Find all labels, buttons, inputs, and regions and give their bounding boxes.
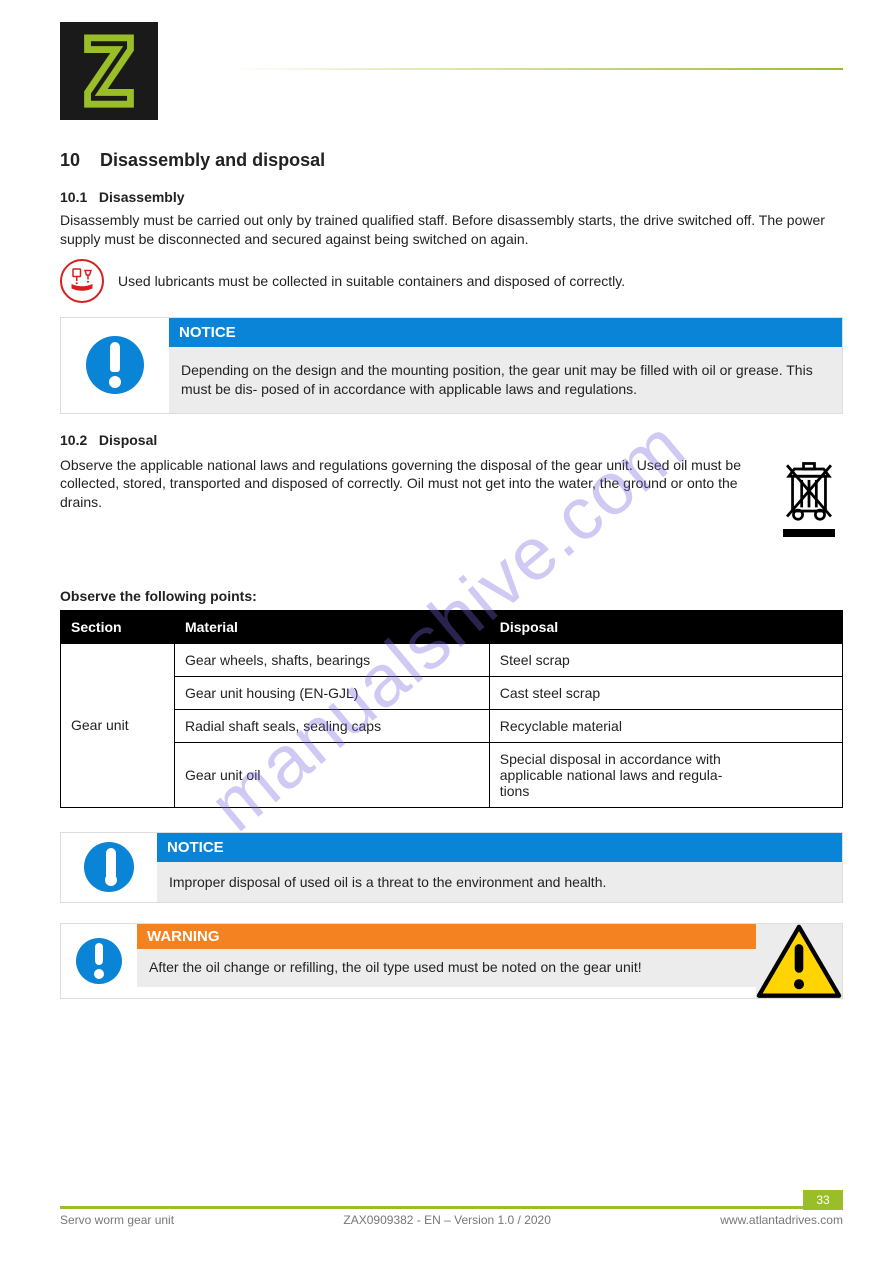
header-divider bbox=[228, 68, 843, 70]
subsection-heading: 10.2 Disposal bbox=[60, 432, 843, 448]
paragraph: Disassembly must be carried out only by … bbox=[60, 211, 843, 249]
callout-body: Improper disposal of used oil is a threa… bbox=[157, 862, 842, 902]
table-cell: Gear unit housing (EN-GJL) bbox=[174, 676, 489, 709]
section-heading: 10 Disassembly and disposal bbox=[60, 150, 843, 171]
table-intro: Observe the following points: bbox=[60, 588, 843, 604]
z-icon bbox=[78, 32, 140, 110]
subsection-heading: 10.1 Disassembly bbox=[60, 189, 843, 205]
table-cell: Gear wheels, shafts, bearings bbox=[174, 643, 489, 676]
section-number: 10 bbox=[60, 150, 80, 170]
table-cell: Cast steel scrap bbox=[489, 676, 842, 709]
weee-icon bbox=[781, 458, 837, 537]
info-icon bbox=[84, 842, 134, 892]
warning-callout: WARNING After the oil change or refillin… bbox=[60, 923, 843, 1000]
table-row: Gear unit housing (EN-GJL) Cast steel sc… bbox=[61, 676, 843, 709]
callout-body: After the oil change or refilling, the o… bbox=[137, 949, 756, 987]
table-cell: Recyclable material bbox=[489, 709, 842, 742]
subsection-number: 10.2 bbox=[60, 432, 87, 448]
table-row: Gear unit Gear wheels, shafts, bearings … bbox=[61, 643, 843, 676]
corrosive-note: Used lubricants must be collected in sui… bbox=[60, 259, 843, 303]
footer-right: www.atlantadrives.com bbox=[720, 1213, 843, 1227]
callout-head: NOTICE bbox=[169, 318, 842, 347]
table-cell: Gear unit bbox=[61, 643, 175, 807]
callout-icon-cell bbox=[61, 833, 157, 902]
callout-head: NOTICE bbox=[157, 833, 842, 862]
table-row: Gear unit oil Special disposal in accord… bbox=[61, 742, 843, 807]
page-footer: 33 Servo worm gear unit ZAX0909382 - EN … bbox=[60, 1206, 843, 1227]
paragraph: Observe the applicable national laws and… bbox=[60, 456, 843, 513]
table-header: Section bbox=[61, 610, 175, 643]
table-cell: Steel scrap bbox=[489, 643, 842, 676]
table-cell: Gear unit oil bbox=[174, 742, 489, 807]
subsection-number: 10.1 bbox=[60, 189, 87, 205]
warning-triangle-icon bbox=[756, 924, 842, 999]
subsection-title: Disposal bbox=[99, 432, 157, 448]
table-cell: Radial shaft seals, sealing caps bbox=[174, 709, 489, 742]
footer-center: ZAX0909382 - EN – Version 1.0 / 2020 bbox=[343, 1213, 550, 1227]
weee-block: Observe the applicable national laws and… bbox=[60, 456, 843, 566]
corrosive-text: Used lubricants must be collected in sui… bbox=[118, 273, 625, 289]
page-number-badge: 33 bbox=[803, 1190, 843, 1210]
info-icon bbox=[86, 336, 144, 394]
notice-callout: NOTICE Depending on the design and the m… bbox=[60, 317, 843, 414]
footer-left: Servo worm gear unit bbox=[60, 1213, 174, 1227]
callout-icon-cell bbox=[61, 924, 137, 999]
callout-body: Depending on the design and the mounting… bbox=[169, 347, 842, 413]
table-row: Radial shaft seals, sealing caps Recycla… bbox=[61, 709, 843, 742]
callout-head: WARNING bbox=[137, 924, 756, 949]
info-icon bbox=[76, 938, 122, 984]
brand-logo bbox=[60, 22, 158, 120]
notice-callout: NOTICE Improper disposal of used oil is … bbox=[60, 832, 843, 903]
table-header: Material bbox=[174, 610, 489, 643]
section-title: Disassembly and disposal bbox=[100, 150, 325, 170]
callout-icon-cell bbox=[61, 318, 169, 413]
corrosive-icon bbox=[60, 259, 104, 303]
subsection-title: Disassembly bbox=[99, 189, 185, 205]
table-header: Disposal bbox=[489, 610, 842, 643]
materials-table: Section Material Disposal Gear unit Gear… bbox=[60, 610, 843, 808]
warning-triangle-cell bbox=[756, 924, 842, 999]
table-cell: Special disposal in accordance with appl… bbox=[489, 742, 842, 807]
